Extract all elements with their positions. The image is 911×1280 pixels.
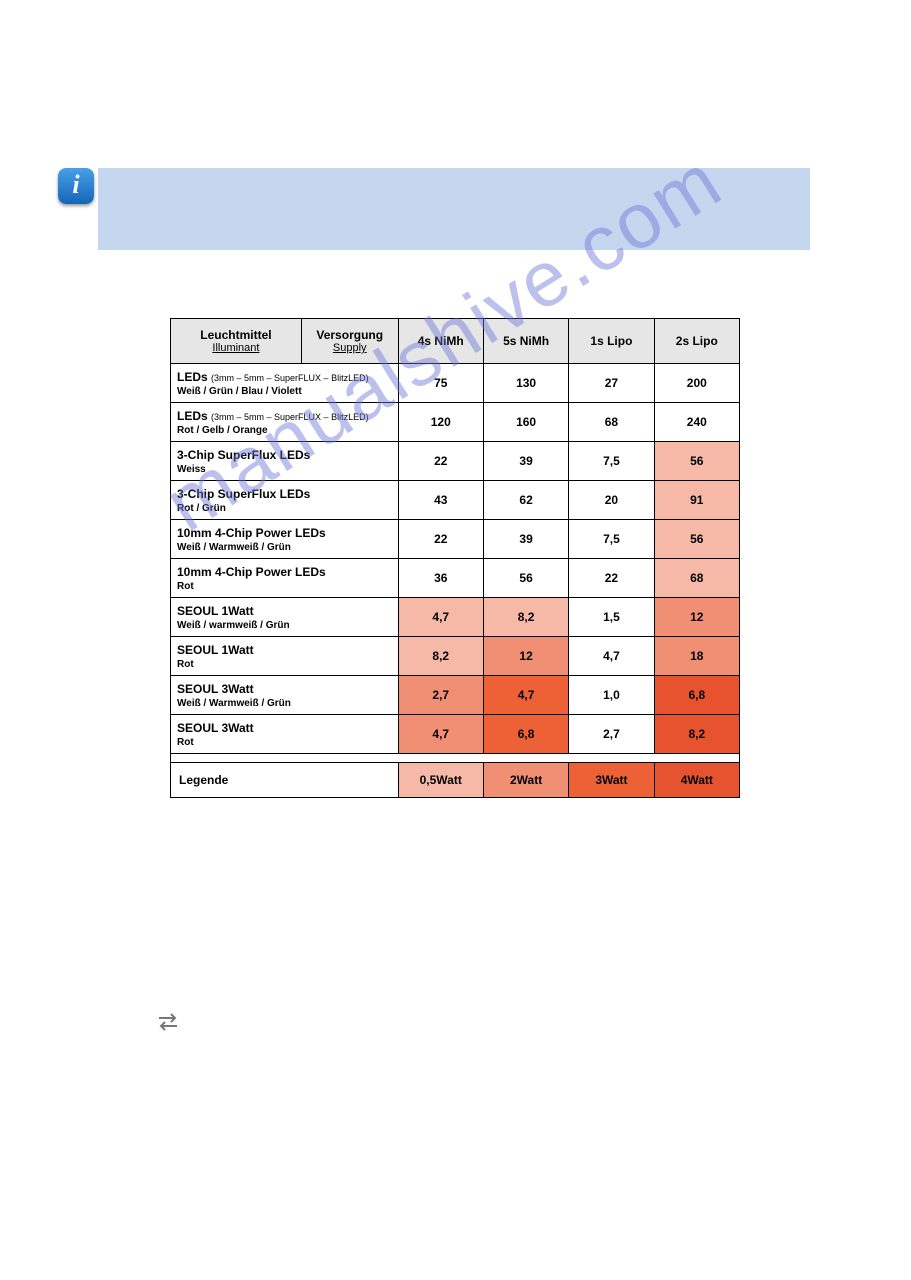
table-row: SEOUL 1WattWeiß / warmweiß / Grün4,78,21… [171, 598, 740, 637]
value-cell: 4,7 [398, 598, 483, 637]
table-row: 3-Chip SuperFlux LEDsRot / Grün43622091 [171, 481, 740, 520]
table-row: 3-Chip SuperFlux LEDsWeiss22397,556 [171, 442, 740, 481]
table-header: 2s Lipo [654, 319, 739, 364]
info-icon: i [58, 168, 94, 204]
table-row: SEOUL 3WattRot4,76,82,78,2 [171, 715, 740, 754]
value-cell: 6,8 [483, 715, 568, 754]
table-header: 5s NiMh [483, 319, 568, 364]
value-cell: 56 [483, 559, 568, 598]
value-cell: 68 [654, 559, 739, 598]
value-cell: 1,0 [569, 676, 654, 715]
value-cell: 7,5 [569, 442, 654, 481]
table-row: LEDs (3mm – 5mm – SuperFLUX – BlitzLED)R… [171, 403, 740, 442]
row-label: 3-Chip SuperFlux LEDsWeiss [171, 442, 399, 481]
table-row: SEOUL 1WattRot8,2124,718 [171, 637, 740, 676]
led-resistor-table: LeuchtmittelIlluminantVersorgungSupply4s… [170, 318, 740, 798]
row-label: SEOUL 1WattRot [171, 637, 399, 676]
value-cell: 2,7 [569, 715, 654, 754]
row-label: SEOUL 3WattRot [171, 715, 399, 754]
table-header: LeuchtmittelIlluminant [171, 319, 302, 364]
value-cell: 8,2 [654, 715, 739, 754]
value-cell: 12 [654, 598, 739, 637]
value-cell: 36 [398, 559, 483, 598]
table-header-row: LeuchtmittelIlluminantVersorgungSupply4s… [171, 319, 740, 364]
table-row: 10mm 4-Chip Power LEDsRot36562268 [171, 559, 740, 598]
value-cell: 4,7 [569, 637, 654, 676]
row-label: LEDs (3mm – 5mm – SuperFLUX – BlitzLED)W… [171, 364, 399, 403]
legend-swatch: 4Watt [654, 763, 739, 798]
legend-label: Legende [171, 763, 399, 798]
value-cell: 91 [654, 481, 739, 520]
table-header: VersorgungSupply [301, 319, 398, 364]
value-cell: 130 [483, 364, 568, 403]
info-banner [98, 168, 810, 250]
value-cell: 22 [569, 559, 654, 598]
value-cell: 18 [654, 637, 739, 676]
value-cell: 8,2 [483, 598, 568, 637]
row-label: SEOUL 1WattWeiß / warmweiß / Grün [171, 598, 399, 637]
swap-arrows-icon [156, 1010, 180, 1034]
value-cell: 1,5 [569, 598, 654, 637]
table-row: LEDs (3mm – 5mm – SuperFLUX – BlitzLED)W… [171, 364, 740, 403]
value-cell: 240 [654, 403, 739, 442]
value-cell: 12 [483, 637, 568, 676]
value-cell: 56 [654, 520, 739, 559]
value-cell: 27 [569, 364, 654, 403]
value-cell: 2,7 [398, 676, 483, 715]
value-cell: 22 [398, 520, 483, 559]
table-header: 4s NiMh [398, 319, 483, 364]
value-cell: 39 [483, 520, 568, 559]
value-cell: 75 [398, 364, 483, 403]
value-cell: 7,5 [569, 520, 654, 559]
table-row: SEOUL 3WattWeiß / Warmweiß / Grün2,74,71… [171, 676, 740, 715]
led-resistor-table-wrap: LeuchtmittelIlluminantVersorgungSupply4s… [170, 318, 740, 798]
legend-swatch: 2Watt [483, 763, 568, 798]
row-label: LEDs (3mm – 5mm – SuperFLUX – BlitzLED)R… [171, 403, 399, 442]
row-label: SEOUL 3WattWeiß / Warmweiß / Grün [171, 676, 399, 715]
value-cell: 160 [483, 403, 568, 442]
value-cell: 4,7 [483, 676, 568, 715]
row-label: 10mm 4-Chip Power LEDsRot [171, 559, 399, 598]
value-cell: 56 [654, 442, 739, 481]
row-label: 3-Chip SuperFlux LEDsRot / Grün [171, 481, 399, 520]
value-cell: 68 [569, 403, 654, 442]
value-cell: 8,2 [398, 637, 483, 676]
row-label: 10mm 4-Chip Power LEDsWeiß / Warmweiß / … [171, 520, 399, 559]
value-cell: 62 [483, 481, 568, 520]
value-cell: 4,7 [398, 715, 483, 754]
value-cell: 20 [569, 481, 654, 520]
legend-swatch: 0,5Watt [398, 763, 483, 798]
value-cell: 22 [398, 442, 483, 481]
value-cell: 39 [483, 442, 568, 481]
legend-row: Legende0,5Watt2Watt3Watt4Watt [171, 763, 740, 798]
value-cell: 120 [398, 403, 483, 442]
value-cell: 200 [654, 364, 739, 403]
legend-swatch: 3Watt [569, 763, 654, 798]
value-cell: 43 [398, 481, 483, 520]
value-cell: 6,8 [654, 676, 739, 715]
table-header: 1s Lipo [569, 319, 654, 364]
table-row: 10mm 4-Chip Power LEDsWeiß / Warmweiß / … [171, 520, 740, 559]
